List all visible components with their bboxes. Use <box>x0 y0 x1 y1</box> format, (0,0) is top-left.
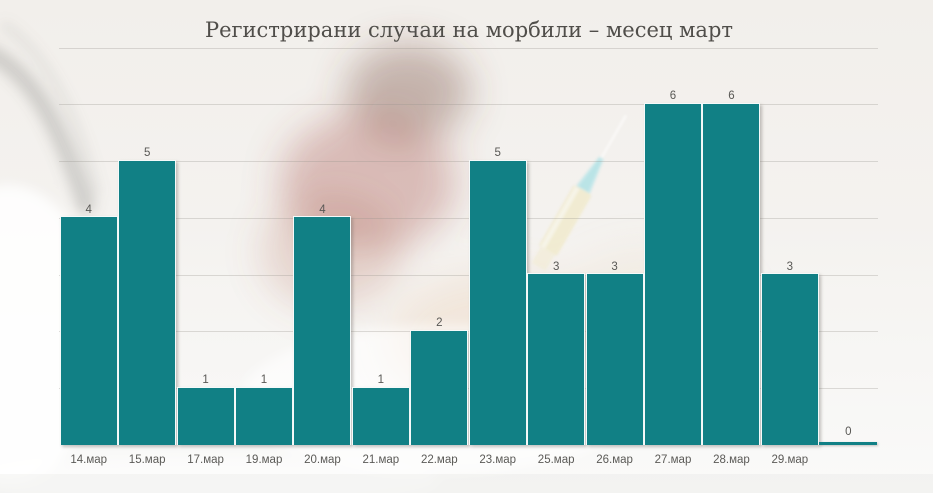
bar-value-label: 3 <box>552 260 560 273</box>
bar-value-label: 6 <box>669 90 677 103</box>
x-axis-label: 29.мар <box>771 454 809 466</box>
bar-value-label: 1 <box>202 374 209 387</box>
bar-27.мар <box>644 102 702 445</box>
bar-26.мар <box>585 273 644 445</box>
gridline <box>59 217 878 219</box>
bar-21.мар <box>351 386 410 445</box>
bar-19.мар <box>235 386 293 445</box>
syringe-barrel <box>539 185 591 256</box>
bar-value-label: 4 <box>319 203 326 216</box>
bar-28.мар <box>702 102 761 445</box>
bar-value-label: 0 <box>845 425 852 438</box>
photo-syringe <box>532 114 627 271</box>
gridline <box>59 388 878 390</box>
bar-29.мар <box>760 273 819 445</box>
gridline <box>59 104 878 106</box>
x-axis-label: 25.мар <box>537 454 575 466</box>
bar-15.мар <box>118 159 177 445</box>
bar-value-label: 6 <box>728 90 735 103</box>
bar-14.мар <box>59 216 118 445</box>
gridline <box>59 161 878 163</box>
bar-22.мар <box>410 329 469 445</box>
photo-white-bottom-blob <box>0 456 440 493</box>
x-axis-label: 23.мар <box>479 454 517 466</box>
syringe-hub-core <box>579 159 602 192</box>
gridline <box>59 331 878 333</box>
bar-value-label: 4 <box>85 203 92 216</box>
x-axis-label: 15.мар <box>128 454 166 466</box>
x-axis-label: 27.мар <box>654 454 692 466</box>
bar-17.мар <box>176 386 235 445</box>
photo-dark-streak-thin <box>0 21 101 197</box>
syringe-barrel-highlight <box>540 186 580 249</box>
x-axis-label: 14.мар <box>70 454 108 466</box>
syringe-needle <box>599 114 627 161</box>
bar-value-label: 3 <box>786 260 794 273</box>
gridline <box>59 274 878 276</box>
bar-value-label: 1 <box>260 374 268 387</box>
bar-value-label: 3 <box>611 260 618 273</box>
gridline <box>59 47 878 49</box>
x-axis-label: 21.мар <box>362 454 400 466</box>
photo-dark-streak <box>0 48 97 215</box>
bar-value-label: 5 <box>494 147 501 160</box>
bar-25.мар <box>527 273 586 445</box>
bar-20.мар <box>293 216 352 445</box>
syringe-plunger <box>532 247 555 271</box>
bar-value-label: 2 <box>436 317 443 330</box>
x-axis-label: 28.мар <box>713 454 750 466</box>
x-axis-label: 20.мар <box>304 454 341 466</box>
bar-value-label: 1 <box>377 374 385 387</box>
chart-title: Регистрирани случаи на морбили – месец м… <box>204 18 734 42</box>
bar-value-label: 5 <box>143 147 151 160</box>
photo-bottom-shade <box>0 474 933 493</box>
x-axis-label: 26.мар <box>596 454 633 466</box>
bar-last <box>819 442 878 445</box>
x-axis-label: 19.мар <box>245 454 283 466</box>
x-axis-label: 22.мар <box>420 454 458 466</box>
bar-23.мар <box>468 159 527 445</box>
x-axis-label: 17.мар <box>187 454 224 466</box>
